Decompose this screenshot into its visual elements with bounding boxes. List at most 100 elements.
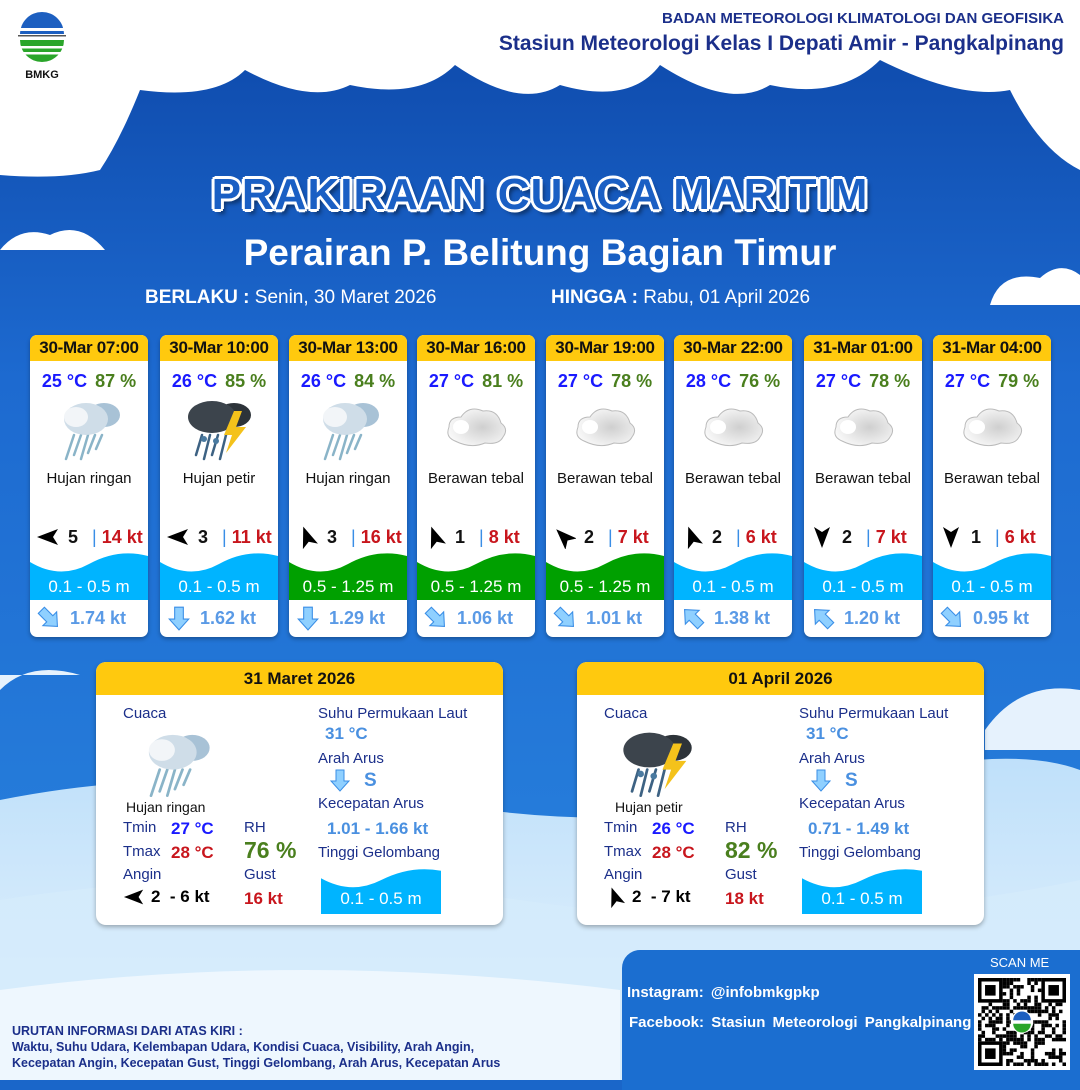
gust-speed: 7 kt: [875, 526, 907, 547]
wave-label: Tinggi Gelombang: [799, 844, 922, 861]
forecast-time: 30-Mar 16:00: [417, 335, 535, 361]
wave-height: 0.5 - 1.25 m: [559, 577, 651, 596]
gust-speed: 8 kt: [488, 526, 520, 547]
current-direction-icon: [684, 609, 705, 630]
gust-speed: 11 kt: [231, 526, 272, 547]
forecast-time: 30-Mar 07:00: [30, 335, 148, 361]
svg-text:BMKG: BMKG: [25, 69, 59, 81]
current-direction-icon: [329, 769, 351, 792]
daily-summary-panel: 31 Maret 2026 Cuaca Hujan ringan Tmin 27…: [96, 662, 503, 925]
forecast-time: 31-Mar 01:00: [804, 335, 922, 361]
temperature: 26 °C: [171, 371, 218, 391]
current-speed-range: 1.01 - 1.66 kt: [327, 819, 429, 838]
wave-label: Tinggi Gelombang: [318, 844, 441, 861]
current-direction-icon: [553, 606, 574, 627]
cloud-icon: [698, 393, 768, 463]
current-speed: 1.01 kt: [586, 607, 643, 628]
forecast-time: 30-Mar 19:00: [546, 335, 664, 361]
tmin-label: Tmin: [604, 819, 638, 836]
forecast-card: 30-Mar 13:00 26 °C 84 % Hujan ringan 3 | 16…: [289, 335, 407, 637]
separator: |: [608, 526, 613, 547]
humidity: 79 %: [998, 371, 1040, 391]
gust-speed: 6 kt: [1004, 526, 1036, 547]
wave-band: [546, 553, 664, 600]
qr-code[interactable]: [974, 974, 1070, 1070]
qr-code-image: [978, 978, 1066, 1066]
current-direction-label: Arah Arus: [799, 750, 865, 767]
current-direction-icon: [810, 769, 832, 792]
current-direction-value: S: [845, 770, 858, 791]
weather-condition: Berawan tebal: [557, 470, 653, 487]
wind-speed: 3: [327, 526, 338, 547]
wave-band: [30, 553, 148, 600]
forecast-time: 30-Mar 13:00: [289, 335, 407, 361]
daily-date: 01 April 2026: [577, 662, 984, 695]
temperature: 25 °C: [41, 371, 88, 391]
wind-direction-icon: [123, 889, 144, 905]
wind-label: Angin: [604, 866, 643, 883]
thunderstorm-icon: [184, 393, 254, 463]
wave-band: [674, 553, 792, 600]
cloud-icon: [828, 393, 898, 463]
gust-value: 18 kt: [725, 889, 764, 908]
weather-condition: Hujan ringan: [126, 799, 206, 815]
sst-label: Suhu Permukaan Laut: [318, 705, 468, 722]
gust-speed: 16 kt: [360, 526, 402, 547]
page-subtitle: Perairan P. Belitung Bagian Timur: [243, 232, 837, 273]
valid-from: BERLAKU : Senin, 30 Maret 2026: [145, 287, 436, 309]
forecast-card: 30-Mar 10:00 26 °C 85 % Hujan petir 3 | 11 …: [160, 335, 278, 637]
temperature: 27 °C: [815, 371, 862, 391]
wind-speed: 2: [712, 526, 723, 547]
instagram-handle[interactable]: @infobmkgpkp: [710, 984, 820, 1001]
wind-speed: 2: [584, 526, 595, 547]
forecast-card: 31-Mar 04:00 27 °C 79 % Berawan tebal 1 | 6…: [933, 335, 1051, 637]
tmax-label: Tmax: [604, 843, 642, 860]
wind-range: 2 - 7 kt: [632, 887, 691, 906]
temperature: 27 °C: [428, 371, 475, 391]
wind-speed: 5: [68, 526, 79, 547]
current-direction-icon: [168, 606, 190, 631]
current-speed: 0.95 kt: [973, 607, 1030, 628]
tmin-value: 27 °C: [171, 819, 214, 838]
current-speed-range: 0.71 - 1.49 kt: [808, 819, 910, 838]
scan-me-label: SCAN ME: [990, 955, 1050, 970]
weather-condition: Hujan ringan: [46, 470, 132, 487]
wind-direction-icon: [611, 887, 626, 909]
separator: |: [736, 526, 741, 547]
separator: |: [92, 526, 97, 547]
note-line-2: Kecepatan Angin, Kecepatan Gust, Tinggi …: [12, 1056, 501, 1070]
wave-band: [289, 553, 407, 600]
wind-speed: 2: [842, 526, 853, 547]
forecast-time: 31-Mar 04:00: [933, 335, 1051, 361]
tmax-value: 28 °C: [171, 843, 214, 862]
weather-condition: Hujan ringan: [305, 470, 391, 487]
humidity: 81 %: [482, 371, 524, 391]
facebook-page[interactable]: Stasiun Meteorologi Pangkalpinang: [711, 1014, 972, 1031]
wave-band: [804, 553, 922, 600]
tmin-value: 26 °C: [652, 819, 695, 838]
wave-height: 0.1 - 0.5 m: [692, 577, 774, 596]
current-direction-icon: [424, 606, 445, 627]
instagram-label: Instagram:: [627, 984, 704, 1001]
humidity: 85 %: [225, 371, 267, 391]
page-title: PRAKIRAAN CUACA MARITIM: [211, 170, 869, 219]
wind-direction-icon: [814, 527, 830, 548]
temperature: 27 °C: [944, 371, 991, 391]
wind-direction-icon: [37, 529, 58, 545]
current-direction-icon: [297, 606, 319, 631]
current-speed: 1.38 kt: [714, 607, 771, 628]
wind-direction-icon: [430, 526, 446, 549]
cloud-icon: [957, 393, 1027, 463]
current-speed-label: Kecepatan Arus: [318, 795, 424, 812]
daily-date: 31 Maret 2026: [96, 662, 503, 695]
light-rain-icon: [54, 393, 124, 463]
wind-direction-icon: [167, 529, 188, 545]
cloud-icon: [441, 393, 511, 463]
forecast-card: 30-Mar 22:00 28 °C 76 % Berawan tebal 2 | 6…: [674, 335, 792, 637]
gust-speed: 6 kt: [745, 526, 777, 547]
current-direction-value: S: [364, 770, 377, 791]
tmax-label: Tmax: [123, 843, 161, 860]
weather-label: Cuaca: [123, 705, 167, 722]
current-direction-icon: [940, 606, 961, 627]
forecast-card: 30-Mar 16:00 27 °C 81 % Berawan tebal 1 | 8…: [417, 335, 535, 637]
